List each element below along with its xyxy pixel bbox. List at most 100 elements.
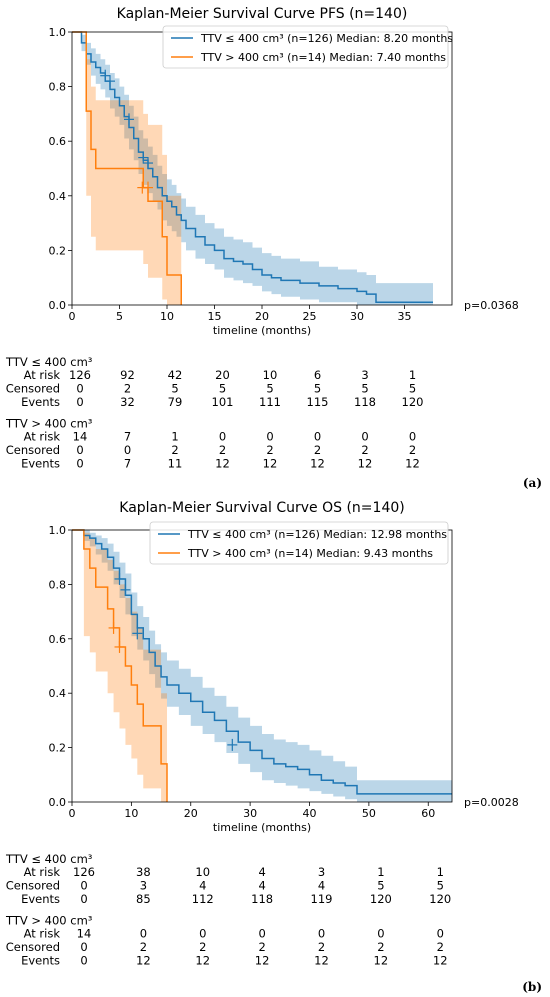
risk-cell: 12 <box>358 457 373 471</box>
confidence-band-1 <box>72 530 167 802</box>
panel-letter: (b) <box>522 980 542 994</box>
risk-cell: 0 <box>80 892 87 906</box>
x-tick-label: 0 <box>69 807 76 820</box>
risk-cell: 101 <box>212 395 234 409</box>
risk-row-label: At risk <box>24 865 61 879</box>
x-tick-label: 40 <box>303 807 317 820</box>
risk-row-label: Censored <box>6 879 60 893</box>
risk-cell: 42 <box>168 368 183 382</box>
os-panel: Kaplan-Meier Survival Curve OS (n=140) 0 1… <box>0 495 550 997</box>
risk-cell: 2 <box>314 443 321 457</box>
risk-row-label: Events <box>21 457 60 471</box>
risk-cell: 4 <box>258 879 265 893</box>
risk-cell: 0 <box>377 927 384 941</box>
risk-cell: 2 <box>258 940 265 954</box>
risk-cell: 2 <box>219 443 226 457</box>
risk-cell: 12 <box>405 457 420 471</box>
x-tick-label: 30 <box>243 807 257 820</box>
risk-row-label: Events <box>21 954 60 968</box>
censor-mark <box>124 113 134 126</box>
censor-mark <box>114 572 125 585</box>
risk-cell: 0 <box>76 382 83 396</box>
legend-box <box>162 25 449 69</box>
y-tick-label: 0.2 <box>49 244 67 257</box>
risk-cell: 120 <box>402 395 424 409</box>
censor-mark <box>227 738 238 751</box>
risk-cell: 0 <box>76 395 83 409</box>
risk-cell: 2 <box>199 940 206 954</box>
risk-cell: 2 <box>140 940 147 954</box>
legend-label: TTV > 400 cm³ (n=14) Median: 7.40 months <box>200 51 446 64</box>
risk-cell: 2 <box>318 940 325 954</box>
risk-cell: 0 <box>361 430 368 444</box>
censor-mark <box>105 75 115 88</box>
panel-letter: (a) <box>522 476 542 490</box>
risk-cell: 3 <box>361 368 368 382</box>
risk-cell: 112 <box>192 892 214 906</box>
risk-cell: 0 <box>318 927 325 941</box>
legend-box <box>149 521 449 565</box>
x-axis-label: timeline (months) <box>213 821 311 834</box>
y-tick-label: 0.6 <box>49 633 67 646</box>
risk-cell: 92 <box>120 368 135 382</box>
confidence-band-0 <box>72 32 433 305</box>
risk-cell: 120 <box>429 892 451 906</box>
risk-cell: 0 <box>80 940 87 954</box>
risk-cell: 5 <box>314 382 321 396</box>
risk-cell: 12 <box>255 954 270 968</box>
censor-mark <box>120 583 131 596</box>
risk-cell: 7 <box>124 457 131 471</box>
risk-cell: 38 <box>136 865 151 879</box>
risk-cell: 0 <box>266 430 273 444</box>
x-tick-label: 10 <box>124 807 138 820</box>
risk-cell: 5 <box>266 382 273 396</box>
risk-cell: 0 <box>199 927 206 941</box>
risk-cell: 20 <box>215 368 230 382</box>
risk-cell: 12 <box>314 954 329 968</box>
risk-cell: 118 <box>354 395 376 409</box>
risk-cell: 5 <box>409 382 416 396</box>
pfs-chart: Kaplan-Meier Survival Curve PFS (n=140) 0… <box>5 6 519 471</box>
y-tick-label: 1.0 <box>49 524 67 537</box>
risk-cell: 11 <box>168 457 183 471</box>
legend-label: TTV > 400 cm³ (n=14) Median: 9.43 months <box>187 547 433 560</box>
risk-cell: 3 <box>318 865 325 879</box>
censor-mark <box>108 621 119 634</box>
legend-label: TTV ≤ 400 cm³ (n=126) Median: 8.20 month… <box>200 32 453 45</box>
risk-cell: 12 <box>136 954 151 968</box>
x-tick-label: 25 <box>303 310 317 323</box>
risk-cell: 118 <box>251 892 273 906</box>
p-value: p=0.0028 <box>464 796 519 809</box>
risk-cell: 3 <box>140 879 147 893</box>
risk-cell: 6 <box>314 368 321 382</box>
legend-label: TTV ≤ 400 cm³ (n=126) Median: 12.98 mont… <box>187 528 447 541</box>
y-tick-label: 0.4 <box>49 687 67 700</box>
risk-cell: 120 <box>370 892 392 906</box>
risk-cell: 0 <box>80 954 87 968</box>
x-tick-label: 15 <box>208 310 222 323</box>
risk-cell: 12 <box>433 954 448 968</box>
risk-cell: 2 <box>171 443 178 457</box>
risk-cell: 0 <box>80 879 87 893</box>
risk-cell: 14 <box>73 430 88 444</box>
risk-cell: 1 <box>437 865 444 879</box>
os-chart: Kaplan-Meier Survival Curve OS (n=140) 0 1… <box>5 500 519 968</box>
risk-cell: 0 <box>409 430 416 444</box>
x-axis-label: timeline (months) <box>213 324 311 337</box>
y-tick-label: 0.0 <box>49 796 67 809</box>
censor-mark <box>100 69 111 82</box>
x-tick-label: 50 <box>362 807 376 820</box>
x-tick-label: 5 <box>116 310 123 323</box>
censor-mark <box>138 151 149 164</box>
risk-group-header: TTV ≤ 400 cm³ <box>5 355 93 369</box>
risk-row-label: Events <box>21 395 60 409</box>
x-tick-label: 20 <box>255 310 269 323</box>
risk-cell: 5 <box>171 382 178 396</box>
risk-cell: 5 <box>377 879 384 893</box>
risk-cell: 2 <box>361 443 368 457</box>
risk-cell: 0 <box>140 927 147 941</box>
risk-cell: 12 <box>195 954 210 968</box>
risk-cell: 12 <box>310 457 325 471</box>
chart-title: Kaplan-Meier Survival Curve OS (n=140) <box>119 500 404 516</box>
risk-row-label: At risk <box>24 368 61 382</box>
